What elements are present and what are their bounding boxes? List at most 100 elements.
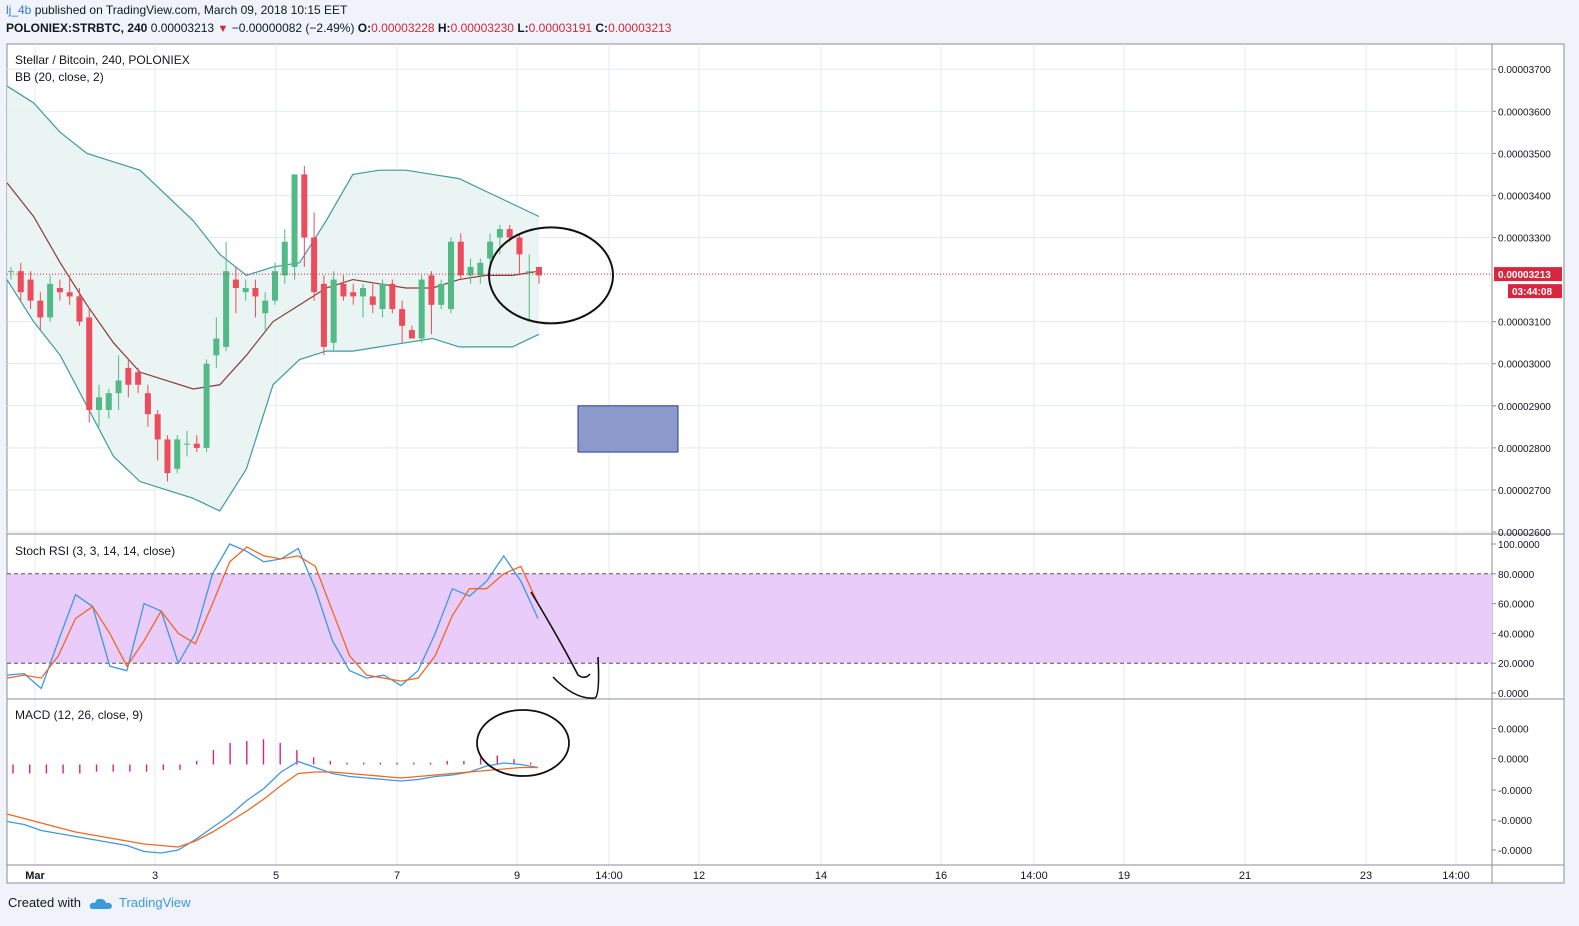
candle-body <box>311 237 318 293</box>
bb-indicator-label: BB (20, close, 2) <box>15 70 104 84</box>
candle-body <box>477 262 484 276</box>
candle-body <box>487 241 494 259</box>
candle-body <box>272 271 278 301</box>
candle-body <box>448 241 454 310</box>
high-value: 0.00003230 <box>450 21 514 35</box>
pane-title: MACD (12, 26, close, 9) <box>15 708 143 722</box>
candle-body <box>320 283 327 347</box>
symbol-label: POLONIEX:STRBTC, 240 <box>6 21 148 35</box>
candle-body <box>27 279 34 301</box>
y-tick-label: 0.00002700 <box>1498 486 1551 497</box>
candle-body <box>105 393 112 410</box>
y-tick-label: 0.00002900 <box>1498 402 1551 413</box>
candle-body <box>203 363 210 448</box>
x-tick-label: 7 <box>394 870 400 882</box>
candle-body <box>496 229 503 238</box>
candle-body <box>330 279 337 343</box>
y-tick-label: 0.00003700 <box>1498 65 1551 76</box>
candle-body <box>428 275 435 305</box>
candle-body <box>76 296 83 322</box>
x-tick-label: 16 <box>935 870 947 882</box>
stoch-band <box>7 573 1492 664</box>
candle-body <box>242 288 249 293</box>
y-tick-label: 0.00003600 <box>1498 107 1551 118</box>
candle-body <box>438 283 445 305</box>
brand-label: TradingView <box>118 895 191 910</box>
candle-body <box>184 443 190 445</box>
down-arrow-icon: ▼ <box>217 23 229 35</box>
candle-body <box>350 292 357 297</box>
tradingview-brand[interactable]: TradingView <box>89 895 191 910</box>
x-tick-label: 9 <box>514 870 520 882</box>
candle-body <box>262 300 269 314</box>
candle-body <box>418 279 425 339</box>
candle-body <box>125 367 132 385</box>
y-tick-label: 40.0000 <box>1498 629 1535 640</box>
price-change: −0.00000082 (−2.49%) <box>231 21 355 35</box>
y-tick-label: 0.00003400 <box>1498 191 1551 202</box>
high-label: H: <box>437 21 451 35</box>
x-tick-label: 21 <box>1239 870 1251 882</box>
macd-macd-line <box>6 760 539 854</box>
stoch-d-line <box>6 546 539 682</box>
target-zone-rect <box>577 405 679 453</box>
candle-body <box>389 283 396 310</box>
hand-drawn-circle <box>488 226 614 325</box>
pane-title: Stellar / Bitcoin, 240, POLONIEX <box>15 53 190 67</box>
y-tick-label: 20.0000 <box>1498 659 1535 670</box>
close-value: 0.00003213 <box>608 21 672 35</box>
last-price: 0.00003213 <box>150 21 215 35</box>
publish-info: lj_4b published on TradingView.com, Marc… <box>6 3 347 17</box>
candle-body <box>281 241 288 276</box>
chart-frame <box>6 43 1565 884</box>
x-tick-label: 23 <box>1360 870 1372 882</box>
macd-signal-line <box>6 766 538 848</box>
candle-body <box>86 317 93 410</box>
y-tick-label: 60.0000 <box>1498 600 1535 611</box>
candle-body <box>360 288 366 297</box>
hand-drawn-circle-macd <box>476 709 570 777</box>
y-tick-label: 0.0000 <box>1498 755 1529 766</box>
candle-body <box>467 266 474 276</box>
candle-body <box>164 439 171 474</box>
y-tick-label: 100.0000 <box>1498 540 1540 551</box>
candle-body <box>8 271 14 273</box>
candle-body <box>56 288 63 293</box>
candle-body <box>232 279 239 288</box>
x-tick-label: 14 <box>815 870 827 882</box>
candle-body <box>399 309 406 326</box>
candle-body <box>506 229 513 238</box>
candle-body <box>516 237 523 255</box>
candle-body <box>301 174 308 238</box>
y-tick-label: 0.00003100 <box>1498 318 1551 329</box>
candle-body <box>457 241 464 276</box>
candle-body <box>17 271 24 293</box>
candle-body <box>291 174 298 267</box>
candle-body <box>223 271 230 347</box>
y-tick-label: 0.00002800 <box>1498 444 1551 455</box>
x-tick-label: 14:00 <box>1020 870 1048 882</box>
candle-body <box>66 292 73 297</box>
candle-body <box>536 266 542 276</box>
x-tick-label: 19 <box>1118 870 1130 882</box>
candle-body <box>340 283 347 297</box>
x-tick-label: 5 <box>273 870 279 882</box>
y-tick-label: 0.00002600 <box>1498 528 1551 539</box>
footer: Created with TradingView <box>8 895 191 910</box>
author-link[interactable]: lj_4b <box>6 3 32 17</box>
candle-body <box>174 439 181 469</box>
close-label: C: <box>595 21 609 35</box>
y-tick-label: 0.0000 <box>1498 725 1529 736</box>
candle-body <box>154 414 161 440</box>
candle-body <box>115 380 122 394</box>
candle-body <box>96 397 102 410</box>
cloud-logo-icon <box>89 898 112 909</box>
countdown-tag <box>1508 284 1562 299</box>
chart-area[interactable]: Mar 3 5 7 9 14:00 12 14 16 14:00 19 21 23 14:00 0.0000… <box>0 40 1579 885</box>
candle-body <box>252 288 259 297</box>
candle-body <box>408 330 415 339</box>
y-tick-label: 80.0000 <box>1498 570 1535 581</box>
low-label: L: <box>517 21 529 35</box>
countdown-label: 03:44:08 <box>1512 287 1552 298</box>
last-price-label: 0.00003213 <box>1498 270 1551 281</box>
